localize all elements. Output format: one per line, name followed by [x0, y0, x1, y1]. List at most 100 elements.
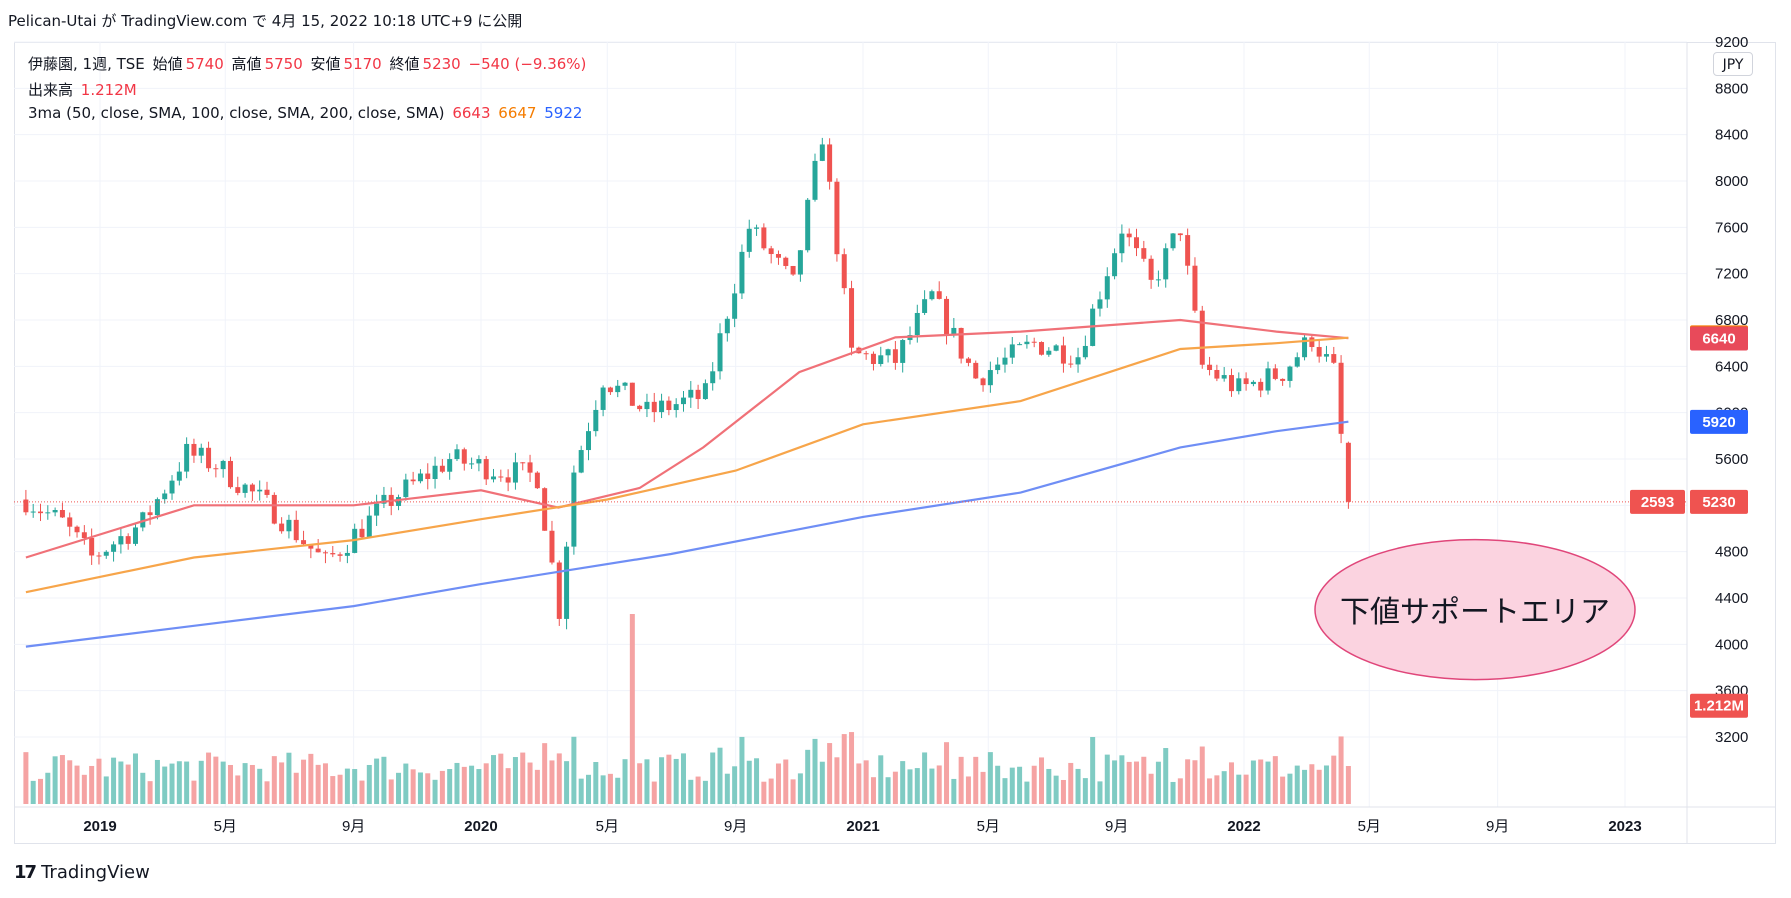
price-axis: 3200360040004400480052005600600064006800… [14, 34, 1776, 844]
volume-bar [1192, 760, 1198, 804]
candle-body [1243, 378, 1249, 385]
candle-body [410, 479, 416, 482]
candle-body [169, 480, 175, 494]
volume-bar [396, 772, 402, 804]
candle-body [732, 293, 738, 319]
price-tick-label: 9200 [1715, 34, 1748, 51]
ohlc-legend[interactable]: 伊藤園, 1週, TSE 始値 5740 高値 5750 安値 5170 終値 5230… [28, 53, 589, 74]
volume-bar [1272, 756, 1278, 804]
volume-bar [702, 780, 708, 804]
volume-bar [1185, 759, 1191, 804]
time-tick-label: 9月 [1486, 818, 1509, 835]
volume-bar [666, 754, 672, 804]
support-area-label: 下値サポートエリア [1340, 595, 1610, 630]
candle-body [1221, 375, 1227, 379]
volume-bar [1331, 755, 1337, 804]
candle-body [176, 471, 182, 481]
volume-bar [169, 763, 175, 804]
candle-body [958, 327, 964, 359]
candle-body [1250, 381, 1256, 385]
candle-body [1148, 258, 1154, 280]
candle-body [739, 251, 745, 294]
candle-body [827, 144, 833, 182]
volume-bar [732, 766, 738, 804]
volume-bar [1236, 774, 1242, 804]
candlesticks [23, 137, 1351, 630]
price-tick-label: 6800 [1715, 312, 1748, 329]
currency-button[interactable]: JPY [1713, 52, 1753, 76]
time-tick-label: 5月 [596, 818, 619, 835]
candle-body [1104, 276, 1110, 300]
candle-body [673, 404, 679, 411]
candle-body [1236, 378, 1242, 392]
high-label: 高値 [231, 55, 262, 73]
candle-body [1163, 248, 1169, 280]
volume-bar [227, 764, 233, 804]
volume-bar [1075, 768, 1081, 804]
volume-bar [724, 773, 730, 804]
price-tick-label: 4400 [1715, 590, 1748, 607]
volume-bar [1199, 746, 1205, 804]
candle-body [1214, 369, 1220, 379]
volume-bar [907, 769, 913, 804]
candle-body [322, 552, 328, 554]
ma-legend[interactable]: 3ma (50, close, SMA, 100, close, SMA, 20… [28, 104, 585, 122]
candle-body [249, 484, 255, 492]
price-tick-label: 3200 [1715, 729, 1748, 746]
candle-body [184, 443, 190, 472]
ma50-value: 6643 [452, 104, 491, 122]
price-tick-label: 8000 [1715, 173, 1748, 190]
candle-body [293, 519, 299, 541]
volume-bar [936, 765, 942, 804]
candle-body [797, 250, 803, 275]
candle-body [162, 493, 168, 500]
candle-body [344, 552, 350, 556]
volume-bar [710, 752, 716, 804]
candle-body [1133, 237, 1139, 249]
candle-body [717, 333, 723, 372]
volume-bar [374, 758, 380, 804]
volume-bar [366, 764, 372, 804]
candle-body [651, 401, 657, 413]
symbol-label: 伊藤園, 1週, TSE [28, 55, 145, 73]
volume-bar [264, 781, 270, 804]
volume-bar [900, 761, 906, 804]
volume-bar [30, 780, 36, 804]
volume-bar [1170, 781, 1176, 804]
volume-bar [498, 753, 504, 804]
volume-bar [1082, 778, 1088, 804]
candle-body [593, 409, 599, 432]
time-tick-label: 9月 [342, 818, 365, 835]
candle-body [220, 460, 226, 470]
volume-bar [637, 763, 643, 804]
candle-body [790, 265, 796, 275]
volume-bar [1323, 765, 1329, 804]
volume-bar [286, 752, 292, 804]
volume-legend[interactable]: 出来高 1.212M [28, 79, 140, 100]
candle-body [1185, 235, 1191, 266]
price-tick-label: 4800 [1715, 544, 1748, 561]
price-tick-label: 5600 [1715, 451, 1748, 468]
ma-50-line [25, 318, 1349, 559]
time-tick-label: 9月 [1105, 818, 1128, 835]
volume-bars [23, 614, 1351, 804]
volume-bar [680, 753, 686, 804]
candle-body [1170, 233, 1176, 249]
candle-body [125, 536, 131, 544]
volume-bar [856, 763, 862, 804]
volume-bar [1148, 773, 1154, 804]
volume-bar [59, 755, 65, 804]
volume-bar [600, 775, 606, 804]
volume-bar [417, 772, 423, 804]
price-tick-label: 7200 [1715, 266, 1748, 283]
candle-body [922, 299, 928, 313]
candle-body [995, 364, 1001, 371]
candle-body [140, 512, 146, 528]
candle-body [381, 494, 387, 504]
candle-body [505, 477, 511, 483]
candle-body [1002, 357, 1008, 365]
time-tick-label: 2019 [83, 818, 116, 835]
volume-bar [257, 768, 263, 804]
candle-body [1112, 253, 1118, 277]
